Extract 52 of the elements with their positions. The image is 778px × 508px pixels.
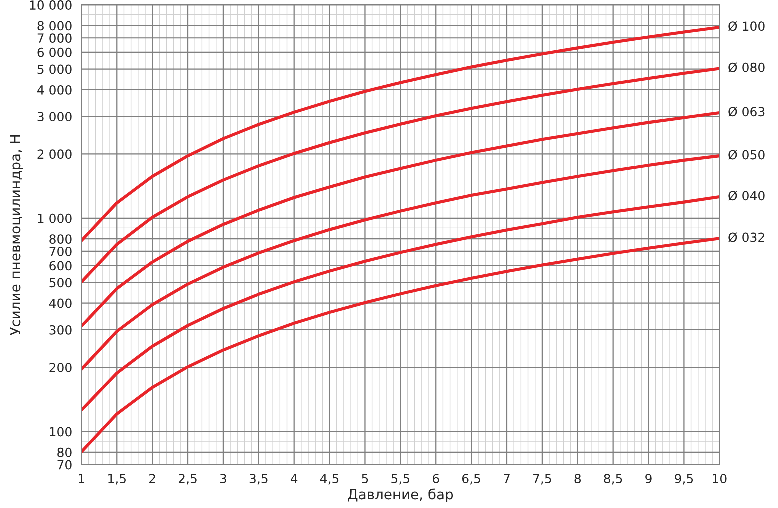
series-label: Ø 032	[728, 232, 764, 243]
y-tick-label: 2 000	[38, 150, 72, 160]
y-tick-label: 100	[50, 427, 72, 437]
y-tick-label: 6 000	[38, 48, 72, 58]
y-tick-label: 500	[50, 278, 72, 288]
x-tick-label: 9	[646, 474, 652, 484]
line-series	[82, 26, 720, 242]
y-tick-label: 3 000	[38, 112, 72, 122]
y-tick-label: 10 000	[30, 0, 72, 10]
y-tick-label: 200	[50, 363, 72, 372]
x-tick-label: 1,5	[108, 474, 126, 485]
x-tick-label: 6,5	[462, 474, 480, 485]
y-tick-label: 600	[50, 261, 72, 271]
x-tick-label: 5	[362, 474, 368, 484]
y-tick-label: 700	[50, 246, 72, 256]
line-series	[82, 111, 720, 328]
line-series	[82, 237, 720, 454]
x-tick-label: 6	[433, 474, 440, 484]
x-tick-label: 4,5	[320, 474, 339, 485]
x-tick-label: 7,5	[534, 474, 552, 485]
series-label: Ø 080	[728, 62, 765, 73]
series-label: Ø 100	[728, 21, 765, 32]
x-tick-label: 8	[574, 474, 581, 484]
x-tick-label: 3,5	[250, 474, 268, 485]
x-tick-label: 7	[504, 474, 510, 484]
x-tick-label: 3	[220, 474, 226, 484]
x-tick-label: 10	[713, 474, 727, 484]
series-label: Ø 050	[728, 150, 765, 160]
x-tick-label: 9,5	[675, 474, 694, 485]
x-tick-label: 2,5	[178, 474, 197, 485]
x-tick-label: 8,5	[604, 474, 622, 485]
y-tick-label: 8 000	[38, 21, 72, 31]
y-tick-label: 70	[58, 460, 72, 470]
y-tick-label: 1 000	[38, 214, 72, 224]
x-axis-title: Давление, бар	[348, 488, 454, 502]
series-label: Ø 063	[728, 106, 765, 117]
line-series	[82, 67, 720, 284]
x-tick-label: 2	[150, 474, 156, 484]
y-tick-label: 800	[50, 234, 72, 244]
y-tick-label: 7 000	[38, 34, 72, 44]
x-tick-label: 4	[290, 474, 298, 484]
y-axis-title: Усилие пневмоцилиндра, Н	[10, 136, 24, 336]
series-label: Ø 040	[728, 190, 765, 201]
y-tick-label: 5 000	[38, 64, 72, 74]
y-tick-label: 300	[50, 325, 72, 335]
line-series	[82, 195, 720, 412]
y-tick-label: 80	[58, 448, 72, 458]
x-tick-label: 1	[79, 474, 85, 484]
y-tick-label: 400	[49, 298, 72, 308]
x-tick-label: 5,5	[392, 474, 410, 485]
y-tick-label: 4 000	[37, 85, 72, 95]
line-series	[82, 154, 720, 371]
